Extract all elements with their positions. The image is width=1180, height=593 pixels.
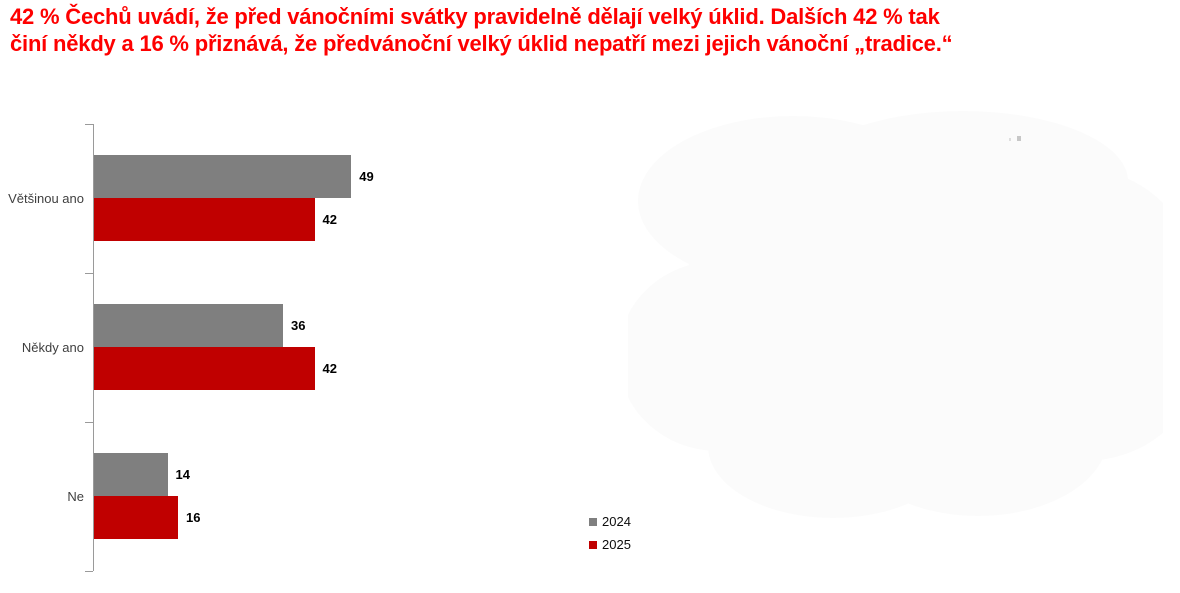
legend-item-2025: 2025 <box>589 538 631 552</box>
bar-2025 <box>94 198 315 241</box>
axis-tick <box>85 124 93 125</box>
chart-legend: 2024 2025 <box>589 515 631 561</box>
bar-2024 <box>94 453 168 496</box>
bar-value-label: 36 <box>291 318 306 333</box>
bar-2024 <box>94 304 283 347</box>
legend-label-2025: 2025 <box>602 537 631 552</box>
category-axis-line <box>93 124 94 571</box>
bar-2025 <box>94 347 315 390</box>
legend-swatch-2025 <box>589 541 597 549</box>
category-row: Většinou ano 49 42 <box>0 124 1180 273</box>
category-row: Někdy ano 36 42 <box>0 273 1180 422</box>
bar-2024 <box>94 155 352 198</box>
axis-tick <box>85 422 93 423</box>
category-label: Většinou ano <box>8 191 84 206</box>
legend-swatch-2024 <box>589 518 597 526</box>
bar-value-label: 42 <box>322 212 337 227</box>
legend-item-2024: 2024 <box>589 515 631 529</box>
bar-value-label: 14 <box>175 467 190 482</box>
axis-tick <box>85 571 93 572</box>
bar-value-label: 16 <box>186 510 201 525</box>
headline-line-1: 42 % Čechů uvádí, že před vánočními svát… <box>10 4 940 29</box>
bar-value-label: 49 <box>359 169 374 184</box>
headline: 42 % Čechů uvádí, že před vánočními svát… <box>10 3 1174 57</box>
bar-value-label: 42 <box>322 361 337 376</box>
bar-2025 <box>94 496 178 539</box>
category-row: Ne 14 16 <box>0 422 1180 571</box>
axis-tick <box>85 273 93 274</box>
category-label: Ne <box>67 489 84 504</box>
legend-label-2024: 2024 <box>602 514 631 529</box>
category-label: Někdy ano <box>21 340 84 355</box>
headline-line-2: činí někdy a 16 % přiznává, že předvánoč… <box>10 31 953 56</box>
